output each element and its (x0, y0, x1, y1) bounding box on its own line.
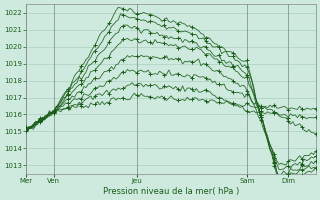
X-axis label: Pression niveau de la mer( hPa ): Pression niveau de la mer( hPa ) (103, 187, 239, 196)
